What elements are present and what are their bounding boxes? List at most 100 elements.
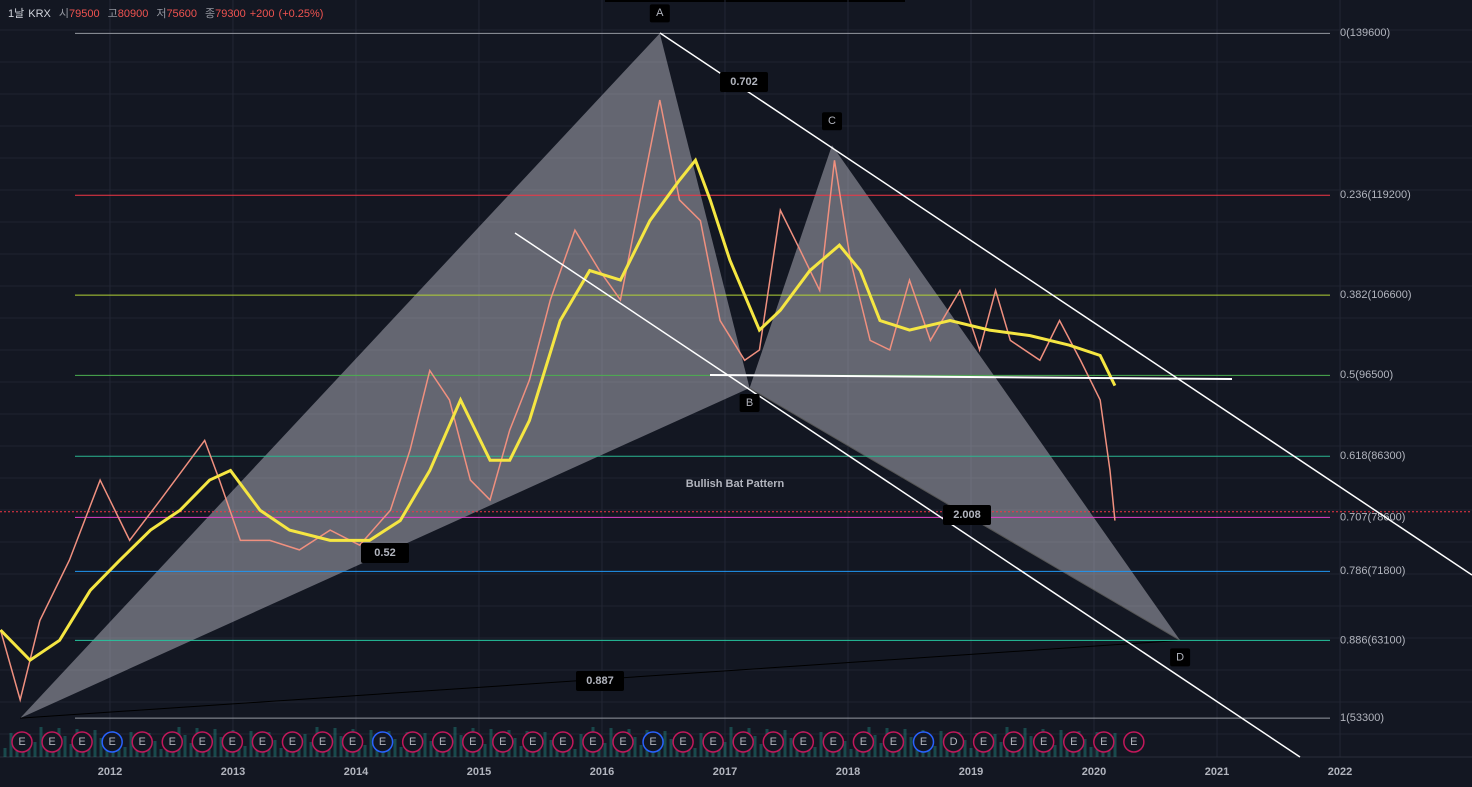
event-label: E — [980, 736, 987, 748]
event-label: E — [1040, 736, 1047, 748]
event-marker — [642, 731, 664, 753]
event-label: E — [920, 736, 927, 748]
event-label: E — [289, 736, 296, 748]
event-marker — [762, 731, 784, 753]
event-label: E — [709, 736, 716, 748]
header-exchange: KRX — [28, 8, 51, 20]
event-marker — [1032, 731, 1055, 753]
chart-title: Bullish Bat Pattern — [686, 478, 785, 490]
fib-label: 1(53300) — [1340, 712, 1384, 724]
event-label: E — [48, 736, 55, 748]
event-marker — [522, 731, 544, 753]
event-marker — [1093, 731, 1115, 753]
ratio-label: 2.008 — [953, 509, 981, 521]
x-tick-label: 2022 — [1328, 766, 1352, 778]
event-marker — [41, 731, 63, 753]
event-marker — [702, 731, 724, 753]
event-marker — [612, 731, 634, 753]
tooltip-edge — [605, 0, 905, 2]
event-marker — [582, 731, 604, 753]
event-marker — [822, 731, 845, 753]
ratio-box — [576, 671, 624, 691]
point-label: B — [746, 397, 753, 409]
event-label: E — [229, 736, 236, 748]
neckline — [709, 374, 1233, 380]
header-low-label: 저 — [156, 7, 166, 20]
event-marker — [672, 731, 694, 753]
x-tick-label: 2021 — [1205, 766, 1229, 778]
event-label: E — [830, 736, 837, 748]
header-high-label: 고 — [108, 8, 118, 20]
point-label: A — [656, 7, 664, 19]
ratio-label: 0.887 — [586, 675, 614, 687]
x-tick-label: 2017 — [713, 766, 737, 778]
header-close: 79300 — [215, 8, 246, 20]
event-label: E — [199, 736, 206, 748]
x-tick-label: 2012 — [98, 766, 122, 778]
ratio-label: 0.702 — [730, 76, 758, 88]
event-label: E — [800, 736, 807, 748]
event-marker — [71, 731, 93, 753]
event-label: E — [379, 736, 386, 748]
point-label: C — [828, 115, 836, 127]
event-label: E — [529, 736, 536, 748]
event-marker — [492, 731, 514, 753]
event-label: E — [649, 736, 656, 748]
event-label: E — [1010, 736, 1017, 748]
point-label: D — [1176, 651, 1184, 663]
event-label: E — [139, 736, 146, 748]
event-marker — [1063, 731, 1085, 753]
event-marker — [311, 731, 334, 753]
fib-label: 0.618(86300) — [1340, 450, 1405, 462]
event-marker — [11, 731, 33, 753]
x-tick-label: 2016 — [590, 766, 614, 778]
event-label: E — [740, 736, 747, 748]
event-marker — [972, 731, 995, 753]
x-tick-label: 2020 — [1082, 766, 1106, 778]
event-marker — [161, 731, 183, 753]
point-label-box — [739, 394, 760, 413]
header-interval: 1날 — [8, 7, 24, 20]
event-label: D — [950, 736, 958, 748]
fib-label: 0.5(96500) — [1340, 369, 1393, 381]
point-label-box — [649, 4, 670, 23]
event-label: E — [319, 736, 326, 748]
event-marker — [281, 731, 304, 753]
event-marker — [341, 731, 364, 753]
event-label: E — [18, 736, 25, 748]
ratio-box — [361, 543, 409, 563]
event-label: E — [439, 736, 446, 748]
event-label: E — [349, 736, 356, 748]
event-marker — [1123, 731, 1145, 753]
header-high: 80900 — [118, 8, 149, 20]
header-change: +200 — [250, 8, 275, 20]
event-label: E — [169, 736, 176, 748]
event-marker — [431, 731, 454, 753]
header-open-label: 시 — [59, 8, 69, 20]
event-label: E — [499, 736, 506, 748]
x-tick-label: 2019 — [959, 766, 983, 778]
x-tick-label: 2015 — [467, 766, 491, 778]
event-label: E — [890, 736, 897, 748]
event-marker — [101, 731, 123, 753]
point-label-box — [822, 112, 843, 131]
event-marker — [852, 731, 875, 753]
event-marker — [462, 731, 484, 753]
x-tick-label: 2014 — [344, 766, 369, 778]
fib-label: 0.382(106600) — [1340, 289, 1412, 301]
event-label: E — [78, 736, 85, 748]
event-label: E — [860, 736, 867, 748]
point-label-box — [1170, 648, 1191, 667]
event-label: E — [619, 736, 626, 748]
event-label: E — [108, 736, 115, 748]
event-marker — [191, 731, 214, 753]
event-marker — [912, 731, 935, 753]
event-label: E — [259, 736, 266, 748]
event-marker — [882, 731, 905, 753]
header: 1날 KRX 시79500 고80900 저75600 종79300 +200 (+0.25%… — [8, 7, 323, 20]
event-label: E — [679, 736, 686, 748]
event-label: E — [770, 736, 777, 748]
event-label: E — [589, 736, 596, 748]
fib-label: 0.786(71800) — [1340, 565, 1405, 577]
